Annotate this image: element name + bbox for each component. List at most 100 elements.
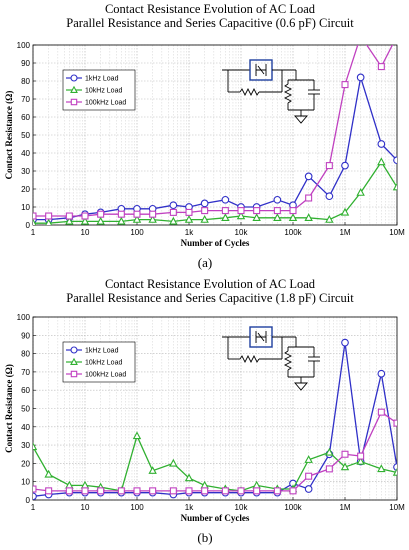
legend-entry: 1kHz Load [85,348,119,355]
legend: 1kHz Load 10kHz Load 100kHz Load [62,341,136,383]
data-point [169,458,178,467]
x-tick-label: 1k [185,228,194,237]
y-axis-label: Contact Resistance (Ω) [4,91,14,180]
data-point [394,33,400,39]
data-point [45,487,53,495]
data-point [305,194,313,202]
legend-entry: 10kHz Load [85,360,122,367]
data-point [65,216,74,225]
data-point [201,207,209,215]
data-point [70,370,78,378]
data-point [148,214,157,223]
x-tick-label: 100k [284,228,302,237]
data-point [33,485,37,493]
y-tick-label: 10 [21,478,30,487]
data-point [253,487,261,495]
x-tick-label: 10k [235,503,249,512]
y-tick-label: 90 [21,59,30,68]
y-tick-label: 70 [21,368,30,377]
data-point [237,207,245,215]
data-point [117,487,125,495]
x-tick-label: 100 [130,503,144,512]
data-point [221,213,230,221]
data-point [81,212,89,220]
data-point [325,192,334,201]
data-point [33,492,37,500]
resistor-symbol [239,87,260,97]
x-tick-label: 1M [339,503,350,512]
y-tick-label: 60 [21,386,30,395]
data-point [200,214,209,223]
contact-symbol [255,64,267,76]
data-point [80,216,90,225]
data-point [273,487,281,495]
resistor-symbol [239,354,260,364]
data-point [341,81,349,89]
y-tick-label: 50 [21,405,30,414]
data-point [358,33,364,39]
data-point [392,182,397,191]
data-point [341,161,349,170]
x-tick-label: 10M [389,228,405,237]
legend-entry: 1kHz Load [85,76,119,83]
y-tick-label: 30 [21,167,30,176]
x-tick-label: 10M [389,503,405,512]
data-point [393,419,397,427]
data-point [253,207,261,215]
data-point [304,485,313,493]
data-point [200,199,209,208]
data-point [356,187,365,196]
data-point [117,216,126,225]
x-tick-label: 1M [339,228,350,237]
y-tick-label: 30 [21,441,30,450]
data-point [341,450,349,458]
data-point [70,357,78,365]
y-tick-label: 60 [21,113,30,122]
data-point [325,214,334,223]
data-point [377,369,386,378]
y-tick-label: 70 [21,95,30,104]
y-tick-label: 100 [17,41,31,50]
chart-title: Contact Resistance Evolution of AC Load [105,2,316,16]
data-point [97,210,105,218]
data-point [377,157,386,166]
data-point [185,208,193,216]
data-point [273,195,282,204]
x-axis-label: Number of Cycles [181,238,250,248]
data-point [70,346,78,354]
chart-subtitle: Parallel Resistance and Series Capacitiv… [66,16,354,30]
data-point [305,472,313,480]
data-point [133,210,141,218]
series-10khz-load [33,157,397,225]
chart-b: Contact Resistance Evolution of AC LoadP… [4,277,405,545]
legend-entry: 100kHz Load [85,372,126,379]
series-line [33,342,397,497]
y-tick-label: 0 [26,496,31,505]
data-point [304,455,313,463]
contact-symbol [255,331,267,343]
panel-label: (a) [198,255,212,270]
data-point [201,487,209,495]
data-point [70,85,78,93]
data-point [149,210,157,218]
data-point [357,452,365,460]
data-point [273,207,281,215]
circuit-schematic-icon [222,326,320,391]
data-point [237,487,245,495]
load-resistor-symbol [283,350,293,371]
data-point [340,207,350,216]
data-point [377,63,385,71]
data-point [117,210,125,218]
data-point [221,487,229,495]
legend: 1kHz Load 10kHz Load 100kHz Load [62,69,136,111]
data-point [393,463,397,471]
chart-subtitle: Parallel Resistance and Series Capacitiv… [66,291,354,305]
data-point [377,464,386,473]
data-point [393,156,397,165]
data-point [96,216,105,225]
series-100khz-load [33,408,397,495]
data-point [33,218,37,225]
data-point [169,216,178,225]
series-line [33,160,397,224]
data-point [288,213,298,221]
